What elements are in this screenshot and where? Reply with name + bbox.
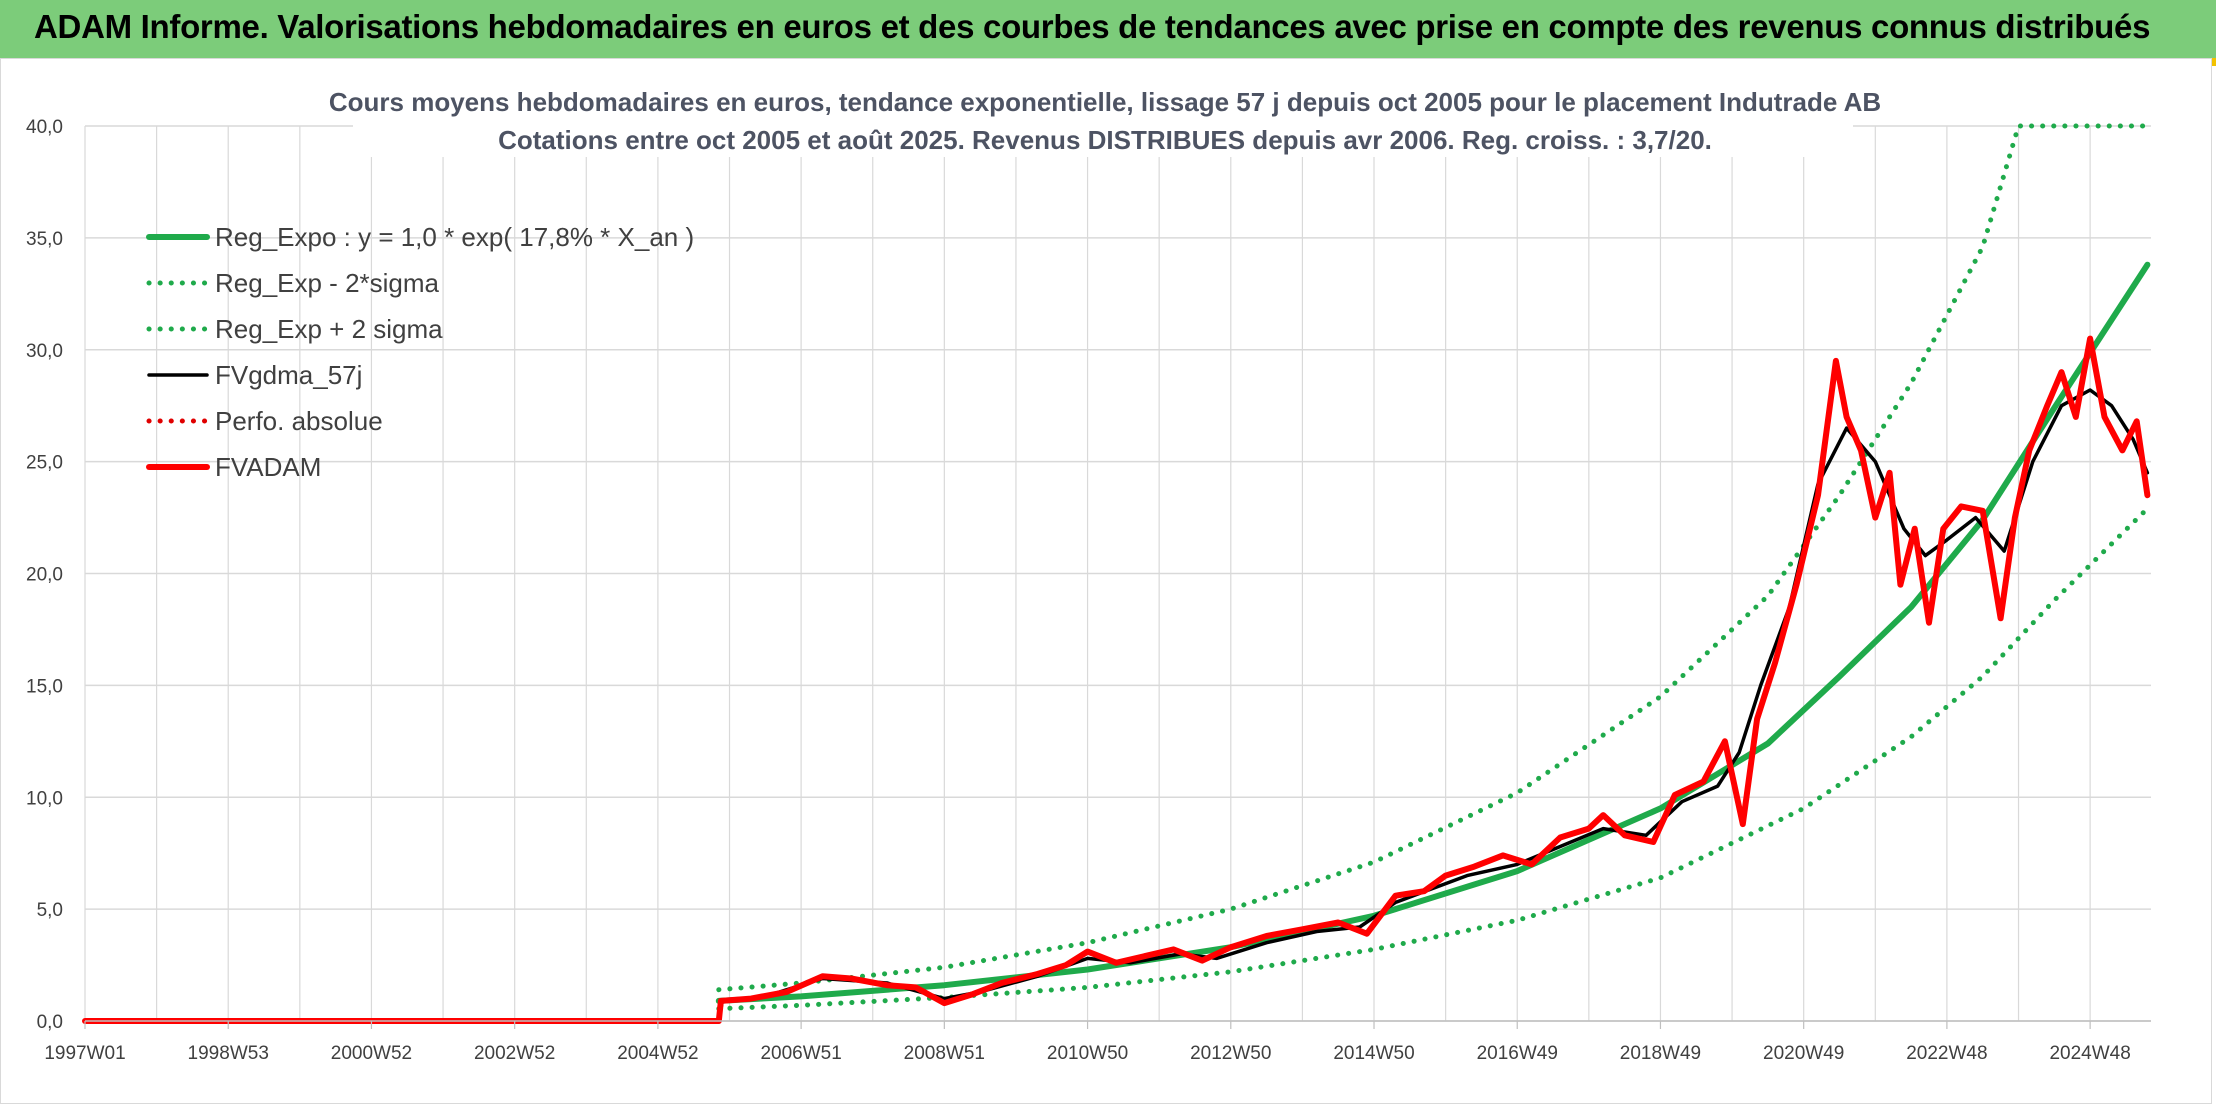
y-tick-label: 0,0	[37, 1012, 63, 1033]
x-tick-label: 2000W52	[331, 1043, 412, 1064]
title-background	[353, 71, 1853, 157]
report-banner: ADAM Informe. Valorisations hebdomadaire…	[0, 0, 2216, 60]
x-tick-label: 2018W49	[1620, 1043, 1701, 1064]
chart-area: 1997W01 1998W53 2000W52 2002W52 2004W52 2006W…	[0, 58, 2212, 1104]
x-tick-label: 1998W53	[188, 1043, 269, 1064]
y-tick-label: 40,0	[26, 117, 63, 138]
line-chart: 1997W01 1998W53 2000W52 2002W52 2004W52 2006W…	[26, 71, 2151, 1064]
x-tick-label: 2002W52	[474, 1043, 555, 1064]
x-tick-label: 2010W50	[1047, 1043, 1128, 1064]
y-tick-label: 15,0	[26, 676, 63, 697]
banner-title: ADAM Informe. Valorisations hebdomadaire…	[34, 8, 2151, 45]
series-layer	[82, 123, 2151, 1024]
x-tick-label: 2004W52	[617, 1043, 698, 1064]
chart-subtitle: Cotations entre oct 2005 et août 2025. R…	[498, 125, 1712, 155]
chart-title: Cours moyens hebdomadaires en euros, ten…	[329, 87, 1881, 117]
legend-label: Reg_Expo : y = 1,0 * exp( 17,8% * X_an )	[215, 222, 694, 252]
y-tick-label: 20,0	[26, 565, 63, 586]
series-fvgdma-57j-line	[83, 388, 2150, 1023]
y-tick-label: 5,0	[37, 900, 63, 921]
x-axis: 1997W01 1998W53 2000W52 2002W52 2004W52 2006W…	[44, 1020, 2151, 1064]
series-reg-exp-2-sigma-line	[716, 123, 2150, 993]
legend-label: Reg_Exp + 2 sigma	[215, 314, 443, 344]
legend-label: FVgdma_57j	[215, 360, 362, 390]
y-tick-label: 30,0	[26, 341, 63, 362]
x-tick-label: 2022W48	[1906, 1043, 1987, 1064]
legend-label: FVADAM	[215, 452, 321, 482]
x-tick-label: 2024W48	[2049, 1043, 2130, 1064]
x-tick-label: 2016W49	[1477, 1043, 1558, 1064]
series-fvadam-line	[82, 335, 2151, 1024]
y-tick-label: 35,0	[26, 229, 63, 250]
x-tick-label: 1997W01	[44, 1043, 125, 1064]
x-tick-label: 2012W50	[1190, 1043, 1271, 1064]
legend-label: Perfo. absolue	[215, 406, 383, 436]
x-tick-label: 2006W51	[760, 1043, 841, 1064]
y-tick-label: 25,0	[26, 453, 63, 474]
gridlines	[84, 125, 2151, 1022]
x-tick-label: 2020W49	[1763, 1043, 1844, 1064]
x-tick-label: 2008W51	[904, 1043, 985, 1064]
legend-label: Reg_Exp - 2*sigma	[215, 268, 440, 298]
y-tick-label: 10,0	[26, 788, 63, 809]
y-axis: 0,0 5,0 10,0 15,0 20,0 25,0 30,0 35,0 40,0	[26, 117, 63, 1033]
series-reg-expo-y-1-0-exp-17-8-x-an-line	[715, 261, 2151, 1004]
legend: Reg_Expo : y = 1,0 * exp( 17,8% * X_an )…	[146, 222, 694, 482]
x-tick-label: 2014W50	[1333, 1043, 1414, 1064]
